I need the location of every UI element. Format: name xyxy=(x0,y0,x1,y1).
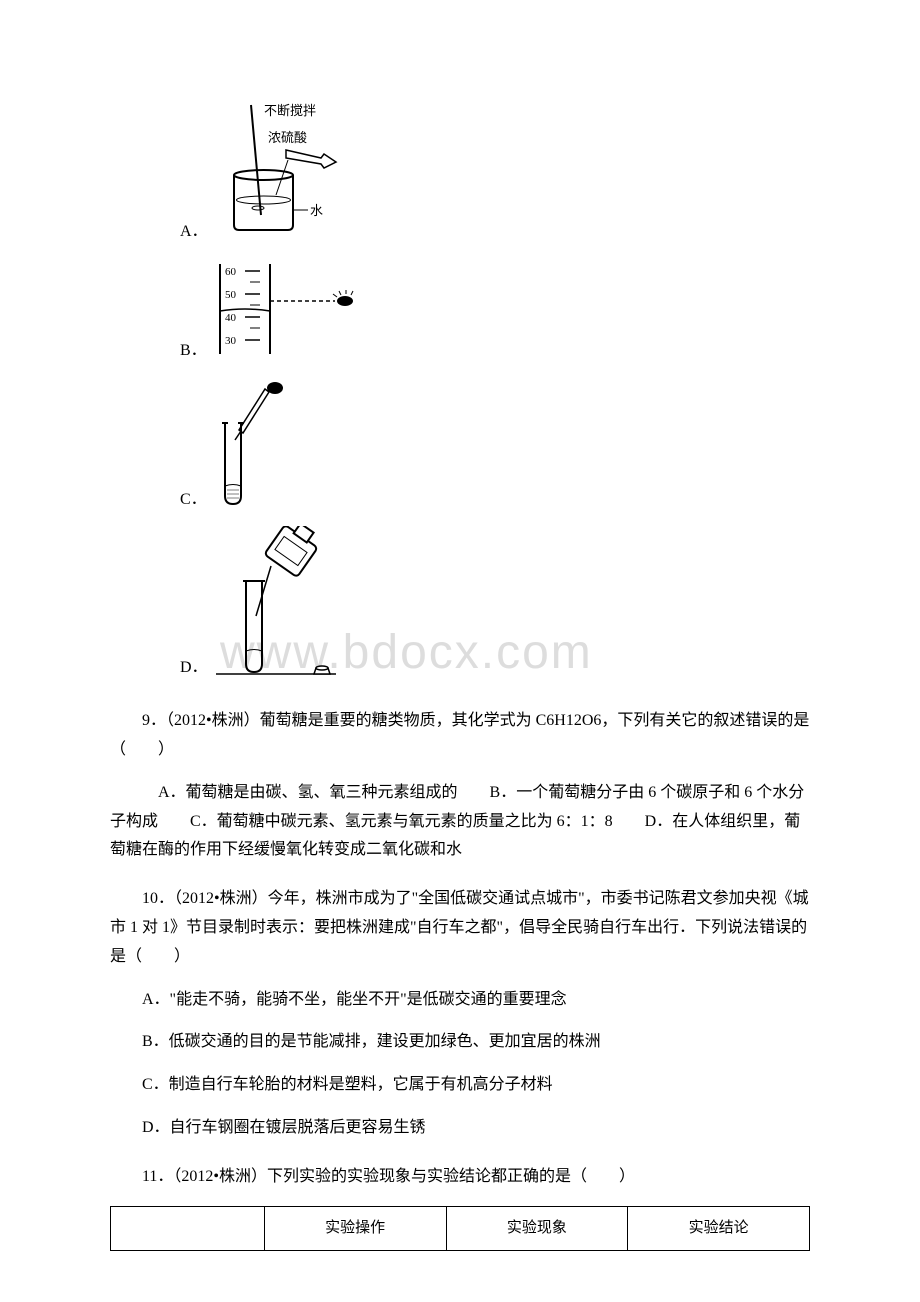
question-11: 11．（2012•株洲）下列实验的实验现象与实验结论都正确的是（ ） xyxy=(110,1163,810,1192)
table-header-2: 实验现象 xyxy=(446,1206,628,1250)
svg-text:40: 40 xyxy=(225,312,237,324)
svg-text:50: 50 xyxy=(225,289,237,301)
option-c-row: C． xyxy=(180,378,810,519)
diagram-options: A． 不断搅拌 浓硫酸 xyxy=(180,100,810,687)
option-c-diagram xyxy=(215,378,305,519)
table-header-1: 实验操作 xyxy=(264,1206,446,1250)
option-c-label: C． xyxy=(180,486,207,519)
option-d-label: D． xyxy=(180,654,208,687)
question-9: 9．（2012•株洲）葡萄糖是重要的糖类物质，其化学式为 C6H12O6，下列有… xyxy=(110,707,810,765)
option-a-diagram: 不断搅拌 浓硫酸 水 xyxy=(216,100,356,251)
table-header-0 xyxy=(111,1206,265,1250)
option-b-label: B． xyxy=(180,337,207,370)
svg-text:30: 30 xyxy=(225,335,237,347)
question-10: 10．（2012•株洲）今年，株洲市成为了"全国低碳交通试点城市"，市委书记陈君… xyxy=(110,885,810,971)
q11-table: 实验操作 实验现象 实验结论 xyxy=(110,1206,810,1251)
table-header-3: 实验结论 xyxy=(628,1206,810,1250)
option-b-diagram: 60 50 40 30 xyxy=(215,259,365,370)
water-label: 水 xyxy=(310,203,323,218)
q10-option-c: C．制造自行车轮胎的材料是塑料，它属于有机高分子材料 xyxy=(110,1071,810,1100)
svg-text:60: 60 xyxy=(225,266,237,278)
option-d-row: D． xyxy=(180,526,810,687)
q10-option-d: D．自行车钢圈在镀层脱落后更容易生锈 xyxy=(110,1114,810,1143)
question-9-answers: A．葡萄糖是由碳、氢、氧三种元素组成的 B．一个葡萄糖分子由 6 个碳原子和 6… xyxy=(110,779,810,865)
option-a-label: A． xyxy=(180,218,208,251)
stir-label: 不断搅拌 xyxy=(264,103,316,118)
option-d-diagram xyxy=(216,526,346,687)
acid-label: 浓硫酸 xyxy=(268,130,307,145)
q10-option-b: B．低碳交通的目的是节能减排，建设更加绿色、更加宜居的株洲 xyxy=(110,1028,810,1057)
q10-option-a: A．"能走不骑，能骑不坐，能坐不开"是低碳交通的重要理念 xyxy=(110,986,810,1015)
option-b-row: B． 60 50 40 30 xyxy=(180,259,810,370)
option-a-row: A． 不断搅拌 浓硫酸 xyxy=(180,100,810,251)
